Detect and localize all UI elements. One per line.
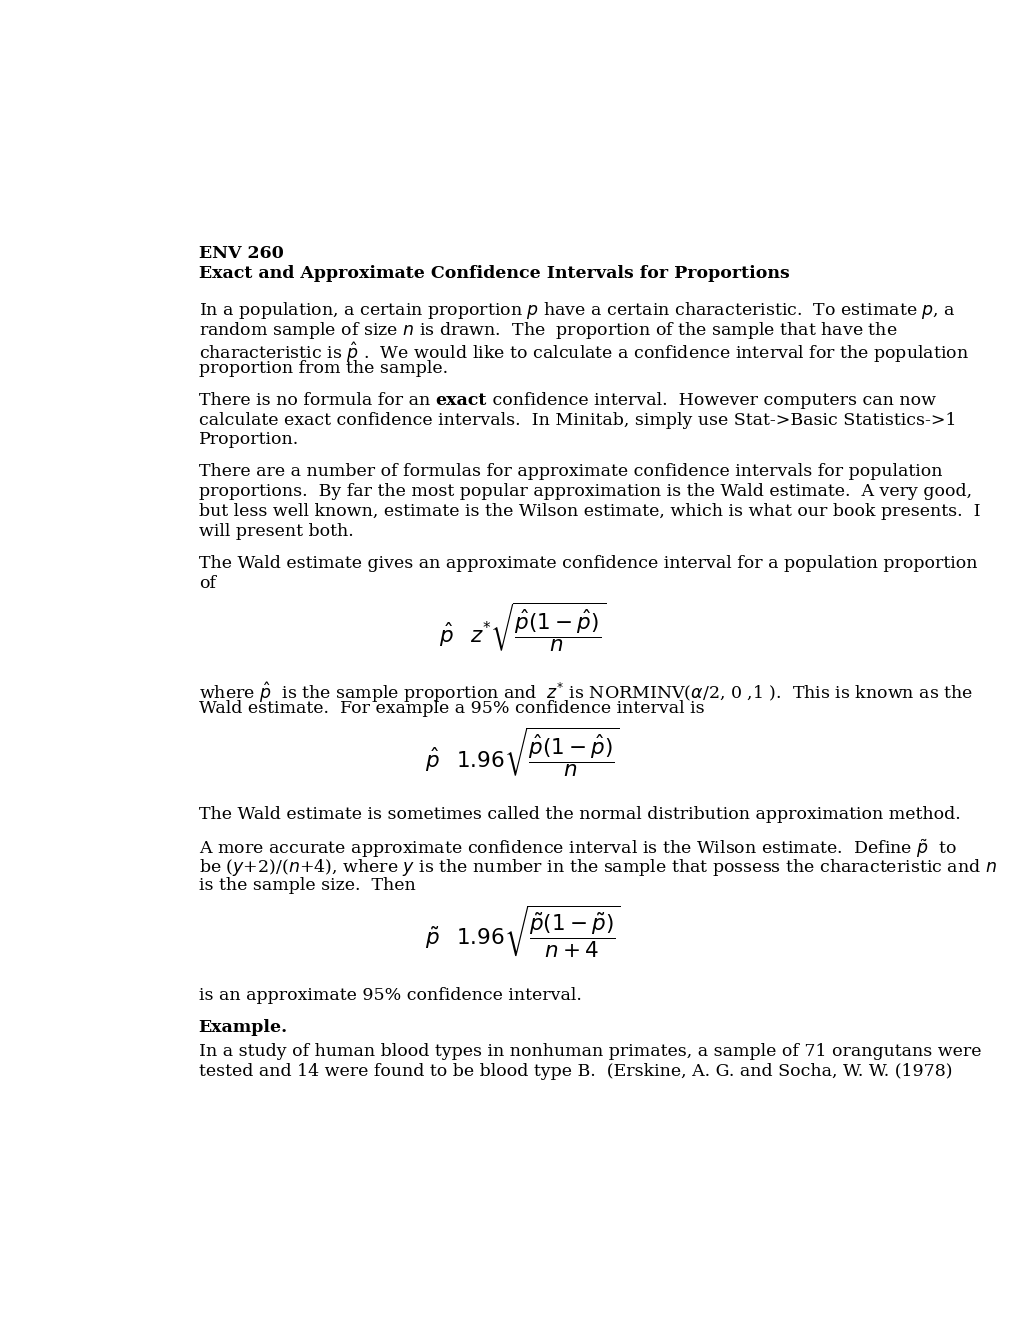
Text: In a population, a certain proportion $p$ have a certain characteristic.  To est: In a population, a certain proportion $p… — [199, 300, 955, 321]
Text: random sample of size $n$ is drawn.  The  proportion of the sample that have the: random sample of size $n$ is drawn. The … — [199, 321, 897, 341]
Text: $\tilde{p}\;\;\; 1.96\sqrt{\dfrac{\tilde{p}(1-\tilde{p})}{n+4}}$: $\tilde{p}\;\;\; 1.96\sqrt{\dfrac{\tilde… — [424, 903, 621, 958]
Text: calculate exact confidence intervals.  In Minitab, simply use Stat->Basic Statis: calculate exact confidence intervals. In… — [199, 412, 955, 429]
Text: proportion from the sample.: proportion from the sample. — [199, 360, 447, 376]
Text: confidence interval.  However computers can now: confidence interval. However computers c… — [486, 392, 934, 409]
Text: $\hat{p}\;\;\; 1.96\sqrt{\dfrac{\hat{p}(1-\hat{p})}{n}}$: $\hat{p}\;\;\; 1.96\sqrt{\dfrac{\hat{p}(… — [425, 726, 620, 780]
Text: In a study of human blood types in nonhuman primates, a sample of 71 orangutans : In a study of human blood types in nonhu… — [199, 1043, 980, 1060]
Text: will present both.: will present both. — [199, 523, 353, 540]
Text: proportions.  By far the most popular approximation is the Wald estimate.  A ver: proportions. By far the most popular app… — [199, 483, 971, 500]
Text: The Wald estimate gives an approximate confidence interval for a population prop: The Wald estimate gives an approximate c… — [199, 554, 976, 572]
Text: ENV 260: ENV 260 — [199, 244, 283, 261]
Text: exact: exact — [435, 392, 486, 409]
Text: There is no formula for an: There is no formula for an — [199, 392, 435, 409]
Text: is an approximate 95% confidence interval.: is an approximate 95% confidence interva… — [199, 986, 581, 1003]
Text: Example.: Example. — [199, 1019, 287, 1036]
Text: Proportion.: Proportion. — [199, 432, 299, 449]
Text: There are a number of formulas for approximate confidence intervals for populati: There are a number of formulas for appro… — [199, 463, 942, 480]
Text: Wald estimate.  For example a 95% confidence interval is: Wald estimate. For example a 95% confide… — [199, 700, 703, 717]
Text: is the sample size.  Then: is the sample size. Then — [199, 878, 415, 894]
Text: A more accurate approximate confidence interval is the Wilson estimate.  Define : A more accurate approximate confidence i… — [199, 838, 956, 859]
Text: where $\hat{p}$  is the sample proportion and  $z^{*}$ is NORMINV($\alpha$/2, 0 : where $\hat{p}$ is the sample proportion… — [199, 680, 972, 705]
Text: but less well known, estimate is the Wilson estimate, which is what our book pre: but less well known, estimate is the Wil… — [199, 503, 979, 520]
Text: $\hat{p}\;\;\; z^{*}\sqrt{\dfrac{\hat{p}(1-\hat{p})}{n}}$: $\hat{p}\;\;\; z^{*}\sqrt{\dfrac{\hat{p}… — [438, 601, 606, 655]
Text: Exact and Approximate Confidence Intervals for Proportions: Exact and Approximate Confidence Interva… — [199, 264, 789, 281]
Text: tested and 14 were found to be blood type B.  (Erskine, A. G. and Socha, W. W. (: tested and 14 were found to be blood typ… — [199, 1063, 951, 1080]
Text: The Wald estimate is sometimes called the normal distribution approximation meth: The Wald estimate is sometimes called th… — [199, 805, 960, 822]
Text: of: of — [199, 574, 215, 591]
Text: characteristic is $\hat{p}$ .  We would like to calculate a confidence interval : characteristic is $\hat{p}$ . We would l… — [199, 341, 968, 364]
Text: be ($y$+2)/($n$+4), where $y$ is the number in the sample that possess the chara: be ($y$+2)/($n$+4), where $y$ is the num… — [199, 858, 996, 878]
